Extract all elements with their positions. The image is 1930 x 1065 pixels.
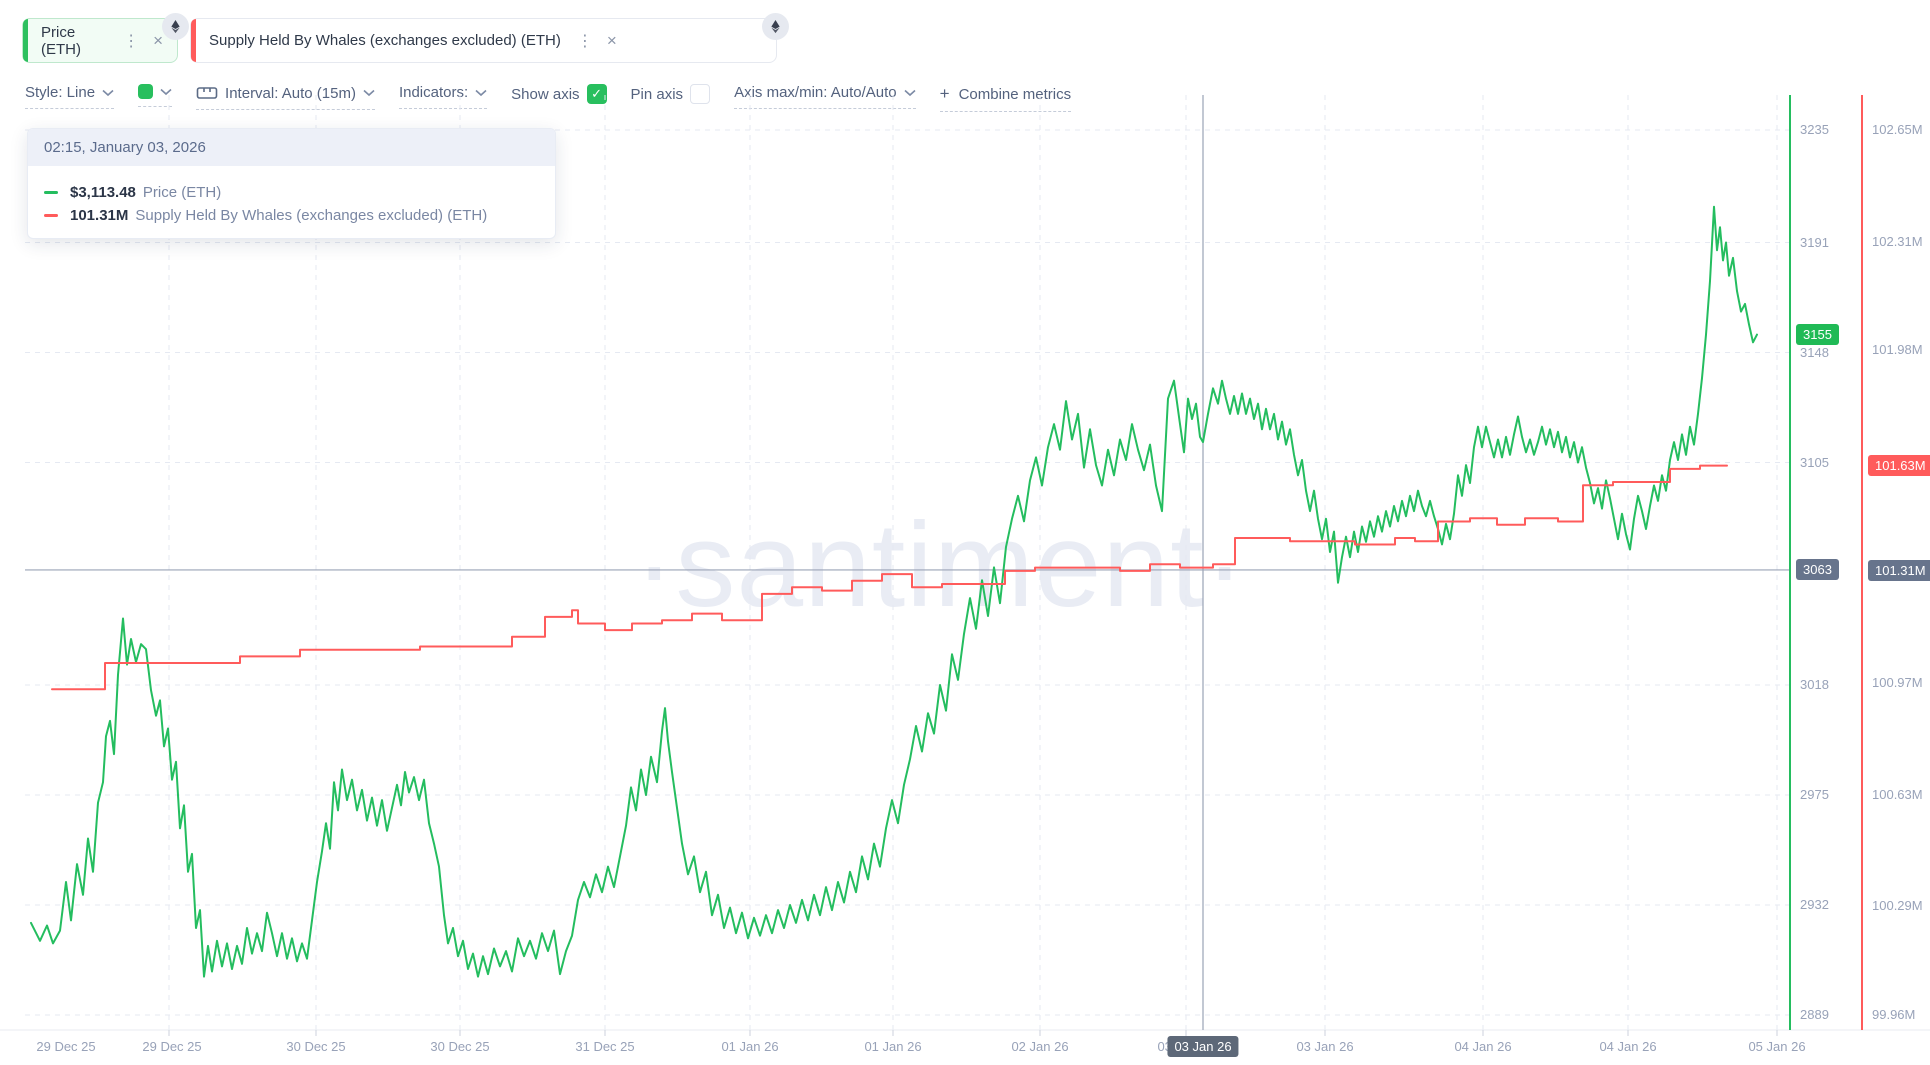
indicators-dropdown[interactable]: Indicators: — [398, 84, 488, 109]
tab-accent-bar — [23, 19, 28, 62]
interval-ruler-icon — [196, 87, 218, 99]
chevron-down-icon — [363, 89, 375, 97]
pin-axis-checkbox[interactable] — [690, 84, 711, 104]
interval-label: Interval: Auto (15m) — [225, 84, 356, 102]
tooltip-body: $3,113.48 Price (ETH) 101.31M Supply Hel… — [28, 166, 555, 238]
chevron-down-icon — [475, 89, 487, 96]
axis-maxmin-label: Axis max/min: Auto/Auto — [734, 84, 897, 101]
axis-maxmin-dropdown[interactable]: Axis max/min: Auto/Auto — [734, 84, 916, 109]
plus-icon: + — [939, 84, 950, 103]
price-series-label: Price (ETH) — [142, 184, 222, 201]
kebab-menu-icon[interactable]: ⋮ — [576, 32, 593, 50]
close-icon[interactable]: × — [153, 30, 163, 50]
style-label: Style: Line — [25, 84, 96, 101]
pin-axis-toggle[interactable]: Pin axis — [631, 84, 711, 112]
indicators-label: Indicators: — [398, 84, 469, 101]
chevron-down-icon — [904, 89, 916, 96]
combine-metrics-button[interactable]: + Combine metrics — [939, 84, 1072, 112]
chevron-down-icon — [102, 89, 114, 96]
tooltip-row-price: $3,113.48 Price (ETH) — [44, 184, 539, 201]
price-value: $3,113.48 — [70, 184, 136, 201]
chevron-down-icon — [160, 88, 172, 95]
tab-supply-whales[interactable]: Supply Held By Whales (exchanges exclude… — [190, 18, 777, 63]
tab-accent-bar — [191, 19, 196, 62]
supply-series-dash — [44, 214, 58, 217]
show-axis-checkbox[interactable]: ✓ — [586, 84, 607, 104]
ethereum-diamond-icon — [171, 19, 180, 34]
close-icon[interactable]: × — [606, 30, 617, 50]
price-series-dash — [44, 191, 58, 194]
color-swatch-dropdown[interactable] — [138, 84, 173, 107]
combine-metrics-label: Combine metrics — [958, 85, 1072, 103]
price-line-series — [30, 205, 1758, 978]
supply-value: 101.31M — [70, 207, 129, 224]
style-dropdown[interactable]: Style: Line — [25, 84, 115, 109]
interval-dropdown[interactable]: Interval: Auto (15m) — [196, 84, 375, 110]
show-axis-toggle[interactable]: Show axis ✓ — [511, 84, 607, 112]
supply-step-series — [51, 464, 1728, 691]
chart-toolbar: Style: Line Interval: Auto (15m) Indicat… — [25, 84, 1072, 112]
tooltip-row-supply: 101.31M Supply Held By Whales (exchanges… — [44, 207, 539, 224]
kebab-menu-icon[interactable]: ⋮ — [123, 32, 140, 50]
chart-tooltip: 02:15, January 03, 2026 $3,113.48 Price … — [27, 128, 556, 239]
pin-axis-label: Pin axis — [630, 85, 684, 103]
tab-price-eth[interactable]: Price (ETH) ⋮ × — [22, 18, 178, 63]
ethereum-diamond-icon — [771, 19, 780, 34]
santiment-watermark: ·santiment· — [634, 498, 1246, 632]
tooltip-timestamp: 02:15, January 03, 2026 — [28, 129, 555, 166]
tab-label: Supply Held By Whales (exchanges exclude… — [209, 32, 561, 49]
tab-label: Price (ETH) — [41, 23, 81, 58]
series-color-swatch[interactable] — [138, 84, 154, 99]
eth-asset-icon — [762, 13, 789, 40]
show-axis-label: Show axis — [511, 85, 580, 103]
eth-asset-icon — [162, 13, 189, 40]
supply-series-label: Supply Held By Whales (exchanges exclude… — [135, 207, 488, 224]
